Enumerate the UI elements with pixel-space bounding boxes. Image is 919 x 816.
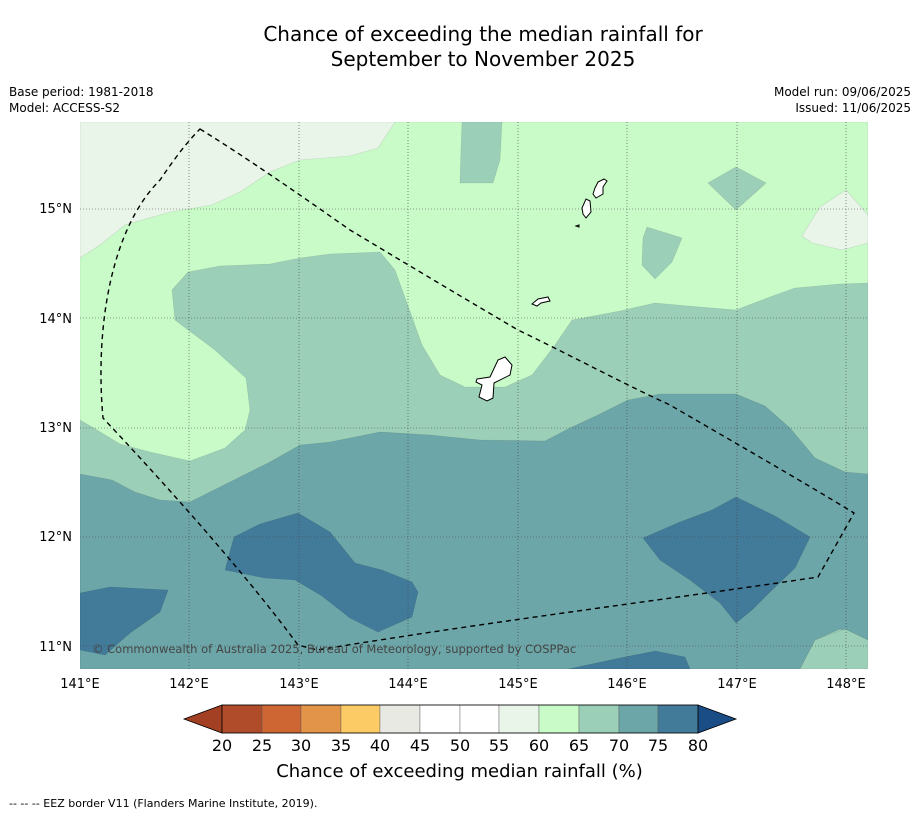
title-line-1: Chance of exceeding the median rainfall … (263, 22, 703, 46)
colorbar-tick: 60 (529, 736, 549, 755)
island-saipan (592, 178, 608, 199)
region-65-70-southeast (799, 628, 868, 669)
colorbar-over-arrow (697, 704, 738, 734)
region-65-70-north-1 (459, 122, 503, 184)
model-name: Model: ACCESS-S2 (9, 101, 121, 115)
colorbar-label: Chance of exceeding median rainfall (%) (276, 761, 643, 782)
map-figure: © Commonwealth of Australia 2025, Bureau… (39, 122, 868, 755)
colorbar-box (419, 704, 461, 734)
graticule (80, 122, 868, 669)
colorbar-box (618, 704, 659, 734)
region-65-70-north-3 (641, 226, 683, 280)
lat-label-15: 15°N (39, 202, 72, 217)
colorbar-ticks: 20 25 30 35 40 45 50 55 60 65 70 75 80 (212, 736, 708, 755)
lon-label-143: 143°E (279, 677, 319, 692)
lon-label-147: 147°E (717, 677, 757, 692)
colorbar: 20 25 30 35 40 45 50 55 60 65 70 75 80 (182, 704, 738, 755)
island-guam (475, 356, 513, 402)
lat-label-14: 14°N (39, 312, 72, 327)
meta-right: Model run: 09/06/2025 Issued: 11/06/2025 (774, 84, 911, 116)
colorbar-tick: 25 (252, 736, 272, 755)
colorbar-box (578, 704, 620, 734)
colorbar-box (498, 704, 540, 734)
colorbar-box (300, 704, 342, 734)
eez-footnote: -- -- -- EEZ border V11 (Flanders Marine… (9, 797, 318, 810)
islands (475, 178, 608, 402)
colorbar-box (221, 704, 263, 734)
colorbar-tick: 30 (291, 736, 311, 755)
forecast-regions (80, 122, 868, 669)
colorbar-boxes (221, 704, 699, 734)
map-copyright: © Commonwealth of Australia 2025, Bureau… (92, 642, 576, 656)
lat-label-13: 13°N (39, 421, 72, 436)
colorbar-box (538, 704, 580, 734)
colorbar-under-arrow (182, 704, 223, 734)
lon-label-148: 148°E (826, 677, 866, 692)
lon-label-145: 145°E (498, 677, 538, 692)
base-period: Base period: 1981-2018 (9, 85, 154, 99)
lon-label-146: 146°E (607, 677, 647, 692)
colorbar-box (261, 704, 302, 734)
colorbar-tick: 20 (212, 736, 232, 755)
island-aguijan (574, 224, 580, 228)
lon-label-142: 142°E (169, 677, 209, 692)
region-75-80-east (642, 496, 811, 624)
colorbar-tick: 35 (331, 736, 351, 755)
colorbar-box (459, 704, 500, 734)
island-tinian (581, 198, 592, 219)
colorbar-tick: 80 (688, 736, 708, 755)
region-75-80-central (224, 512, 419, 633)
region-75-80-west (80, 586, 169, 656)
colorbar-tick: 70 (609, 736, 629, 755)
region-55-60-northwest (80, 122, 396, 259)
colorbar-box (379, 704, 421, 734)
colorbar-tick: 65 (569, 736, 589, 755)
lat-label-11: 11°N (39, 640, 72, 655)
map-title: Chance of exceeding the median rainfall … (0, 22, 919, 72)
colorbar-tick: 45 (410, 736, 430, 755)
title-line-2: September to November 2025 (330, 47, 636, 71)
colorbar-outline (221, 704, 699, 734)
model-run-date: Model run: 09/06/2025 (773, 85, 911, 99)
issued-date: Issued: 11/06/2025 (795, 101, 911, 115)
colorbar-tick: 50 (450, 736, 470, 755)
region-55-60-northeast (801, 189, 868, 251)
colorbar-box (340, 704, 381, 734)
lat-label-12: 12°N (39, 530, 72, 545)
latitude-labels: 15°N 14°N 13°N 12°N 11°N (39, 202, 72, 655)
lon-label-141: 141°E (60, 677, 100, 692)
region-75-80-south (567, 650, 691, 669)
lon-label-144: 144°E (388, 677, 428, 692)
island-rota (531, 296, 551, 307)
colorbar-tick: 75 (648, 736, 668, 755)
colorbar-tick: 40 (370, 736, 390, 755)
eez-border (100, 128, 855, 651)
longitude-labels: 141°E 142°E 143°E 144°E 145°E 146°E 147°… (60, 677, 866, 692)
colorbar-box (657, 704, 699, 734)
colorbar-tick: 55 (489, 736, 509, 755)
meta-left: Base period: 1981-2018 Model: ACCESS-S2 (9, 84, 154, 116)
